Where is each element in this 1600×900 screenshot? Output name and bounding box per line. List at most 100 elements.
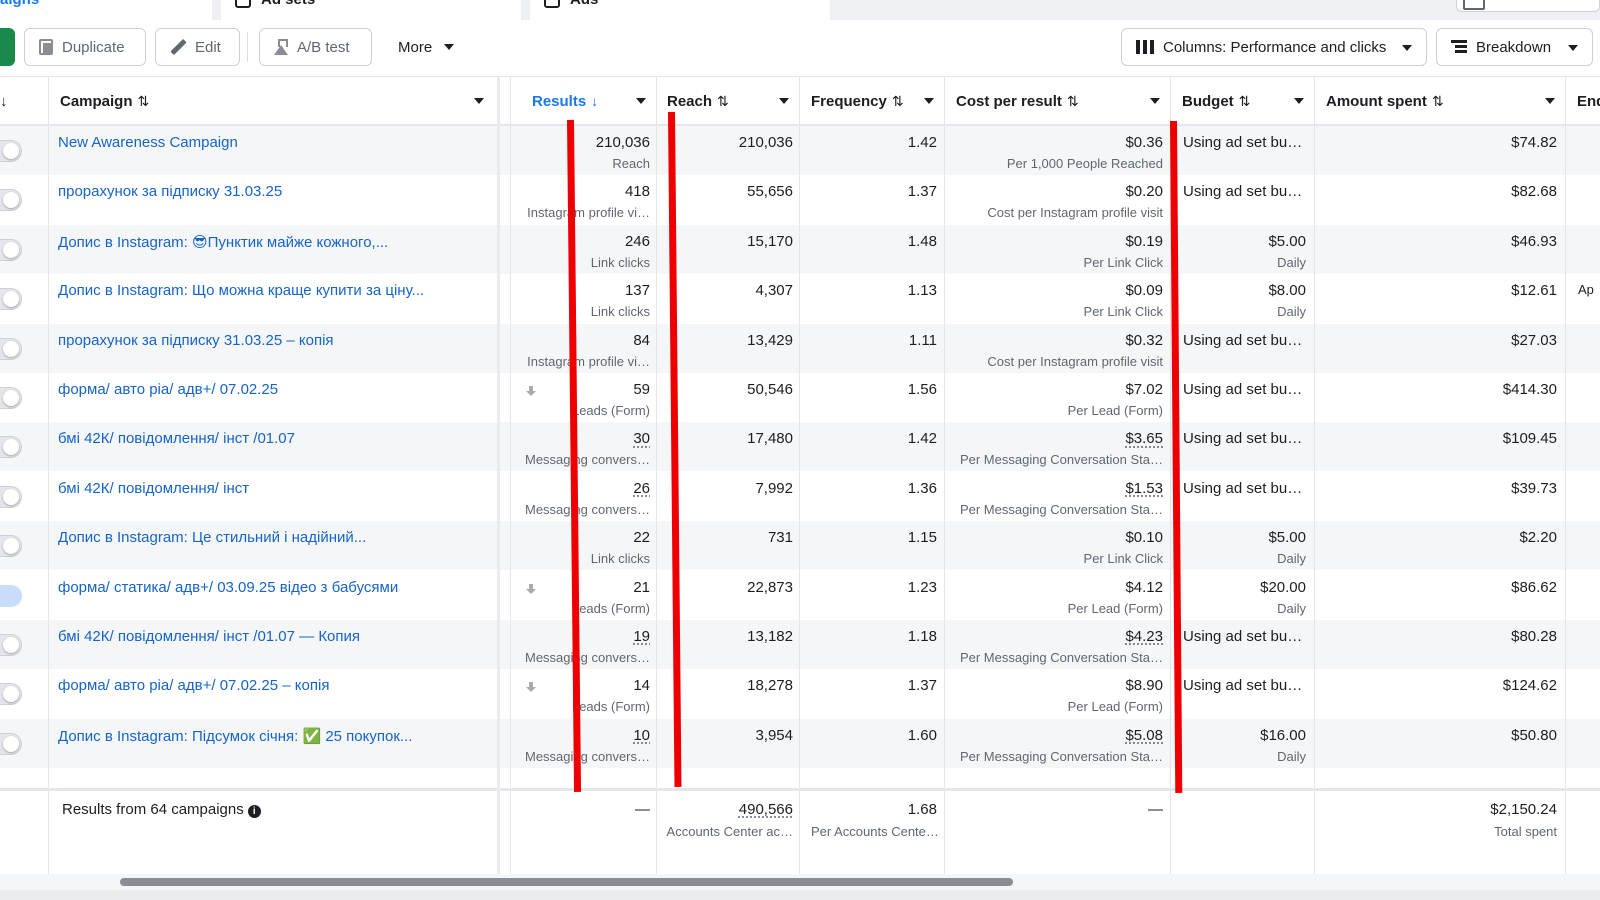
budget-value[interactable]: Using ad set bu…	[1183, 134, 1303, 151]
tab-ads[interactable]: Ads	[530, 0, 830, 20]
download-icon[interactable]	[526, 682, 536, 694]
budget-value[interactable]: Using ad set bu…	[1183, 430, 1303, 448]
table-row[interactable]: бмі 42К/ повідомлення/ інст /01.07 — Коп…	[0, 620, 1600, 669]
horizontal-scrollbar-thumb[interactable]	[120, 878, 1013, 886]
summary-results: —	[635, 801, 650, 818]
chevron-down-icon[interactable]	[1150, 98, 1160, 104]
budget-value[interactable]: $20.00	[1260, 578, 1306, 596]
cost-per-result-value[interactable]: $5.08	[1125, 726, 1163, 744]
campaign-name-link[interactable]: Допис в Instagram: 😎Пунктик майже кожног…	[58, 233, 389, 251]
table-row[interactable]: New Awareness Campaign 210,036 Reach 210,03…	[0, 126, 1600, 175]
campaign-name-link[interactable]: бмі 42К/ повідомлення/ інст /01.07	[58, 430, 295, 448]
campaign-toggle[interactable]	[0, 288, 22, 311]
chevron-down-icon[interactable]	[1545, 98, 1555, 104]
table-row[interactable]: Допис в Instagram: Підсумок січня: ✅ 25 …	[0, 718, 1600, 768]
results-value[interactable]: 30	[633, 430, 650, 448]
results-value[interactable]: 19	[633, 628, 650, 645]
results-value[interactable]: 10	[633, 726, 650, 744]
budget-value[interactable]: Using ad set bu…	[1183, 183, 1303, 201]
budget-value[interactable]: Using ad set bu…	[1183, 677, 1303, 695]
campaign-toggle[interactable]	[0, 189, 22, 212]
tab-ad-sets[interactable]: Ad sets	[221, 0, 521, 20]
download-icon[interactable]	[526, 386, 536, 398]
edit-button[interactable]: Edit	[155, 28, 240, 66]
download-icon[interactable]	[526, 583, 536, 596]
info-icon[interactable]: i	[247, 805, 261, 818]
budget-value[interactable]: $5.00	[1268, 232, 1306, 250]
chevron-down-icon[interactable]	[924, 98, 934, 104]
chevron-down-icon[interactable]	[636, 98, 646, 104]
budget-value[interactable]: Using ad set bu…	[1183, 381, 1303, 398]
table-row[interactable]: прорахунок за підписку 31.03.25 418 Instag…	[0, 175, 1600, 224]
duplicate-button[interactable]: Duplicate	[24, 28, 146, 66]
campaign-toggle[interactable]	[0, 535, 22, 558]
date-range-picker[interactable]	[1456, 0, 1600, 12]
campaign-name-link[interactable]: бмі 42К/ повідомлення/ інст	[58, 479, 250, 497]
table-row[interactable]: Допис в Instagram: Це стильний і надійни…	[0, 521, 1600, 571]
column-header-campaign[interactable]: Campaign ⇅	[48, 77, 494, 125]
chevron-down-icon[interactable]	[474, 98, 484, 104]
column-header-frequency[interactable]: Frequency ⇅	[799, 77, 944, 125]
campaign-toggle[interactable]	[0, 436, 22, 459]
campaign-toggle[interactable]	[0, 140, 22, 162]
column-header-results[interactable]: Results ↓	[519, 77, 656, 125]
campaign-toggle[interactable]	[0, 337, 22, 360]
breakdown-dropdown[interactable]: Breakdown	[1436, 28, 1593, 66]
table-row[interactable]: Допис в Instagram: 😎Пунктик майже кожног…	[0, 224, 1600, 274]
chevron-down-icon[interactable]	[1294, 98, 1304, 104]
budget-value[interactable]: $16.00	[1260, 726, 1306, 744]
campaign-name-link[interactable]: Допис в Instagram: Підсумок січня: ✅ 25 …	[58, 727, 413, 745]
tab-campaigns[interactable]: aigns	[0, 0, 212, 20]
budget-value[interactable]: Using ad set bu…	[1183, 628, 1303, 645]
chevron-down-icon[interactable]	[779, 98, 789, 104]
column-header-budget[interactable]: Budget ⇅	[1170, 77, 1314, 125]
campaign-name-link[interactable]: бмі 42К/ повідомлення/ інст /01.07 — Коп…	[58, 628, 361, 645]
budget-value[interactable]: $5.00	[1268, 529, 1306, 547]
campaign-name-link[interactable]: прорахунок за підписку 31.03.25 – копія	[58, 331, 334, 349]
columns-dropdown[interactable]: Columns: Performance and clicks	[1121, 28, 1427, 66]
cost-per-result-value[interactable]: $3.65	[1125, 430, 1163, 448]
column-header-reach[interactable]: Reach ⇅	[656, 77, 799, 125]
budget-value[interactable]: Using ad set bu…	[1183, 331, 1303, 349]
campaign-name-link[interactable]: форма/ статика/ адв+/ 03.09.25 відео з б…	[58, 578, 399, 596]
results-value[interactable]: 26	[633, 479, 650, 497]
frozen-column-divider[interactable]	[497, 76, 500, 876]
campaign-toggle[interactable]	[0, 584, 22, 607]
frequency-value: 1.48	[907, 232, 937, 250]
toggle-sort-icon[interactable]: ↓	[0, 93, 8, 110]
summary-row: Results from 64 campaigns i — 490,566 Acc…	[0, 788, 1600, 868]
campaign-toggle[interactable]	[0, 387, 22, 409]
table-row[interactable]: форма/ статика/ адв+/ 03.09.25 відео з б…	[0, 571, 1600, 620]
campaign-toggle[interactable]	[0, 683, 22, 706]
table-row[interactable]: прорахунок за підписку 31.03.25 – копія 8…	[0, 323, 1600, 373]
campaign-name-link[interactable]: форма/ авто ріа/ адв+/ 07.02.25 – копія	[58, 677, 330, 695]
ab-test-button[interactable]: A/B test	[259, 28, 372, 66]
campaign-name-link[interactable]: форма/ авто ріа/ адв+/ 07.02.25	[58, 381, 279, 398]
cost-per-result-type: Per Lead (Form)	[1067, 600, 1163, 616]
campaign-name-link[interactable]: New Awareness Campaign	[58, 134, 238, 151]
column-header-amount-spent[interactable]: Amount spent ⇅	[1314, 77, 1565, 125]
campaign-toggle[interactable]	[0, 238, 22, 261]
table-row[interactable]: форма/ авто ріа/ адв+/ 07.02.25 – копія 1…	[0, 669, 1600, 718]
campaign-toggle[interactable]	[0, 634, 22, 656]
create-button[interactable]	[0, 28, 15, 66]
summary-reach[interactable]: 490,566	[738, 801, 793, 818]
campaign-name-link[interactable]: Допис в Instagram: Що можна краще купити…	[58, 282, 425, 300]
more-dropdown[interactable]: More	[383, 28, 468, 66]
reach-value: 17,480	[747, 430, 793, 448]
column-header-ends[interactable]: End	[1565, 77, 1600, 125]
campaign-name-link[interactable]: Допис в Instagram: Це стильний і надійни…	[58, 529, 367, 547]
column-header-cost-per-result[interactable]: Cost per result ⇅	[944, 77, 1170, 125]
summary-frequency: 1.68	[907, 801, 937, 818]
campaign-name-link[interactable]: прорахунок за підписку 31.03.25	[58, 183, 283, 201]
cost-per-result-value[interactable]: $4.23	[1125, 628, 1163, 645]
table-row[interactable]: Допис в Instagram: Що можна краще купити…	[0, 274, 1600, 323]
table-row[interactable]: бмі 42К/ повідомлення/ інст 26 Messaging c…	[0, 472, 1600, 521]
budget-value[interactable]: Using ad set bu…	[1183, 479, 1303, 497]
budget-value[interactable]: $8.00	[1268, 282, 1306, 300]
campaign-toggle[interactable]	[0, 485, 22, 508]
table-row[interactable]: форма/ авто ріа/ адв+/ 07.02.25 59 Leads (…	[0, 373, 1600, 422]
campaign-toggle[interactable]	[0, 732, 22, 755]
table-row[interactable]: бмі 42К/ повідомлення/ інст /01.07 30 Mess…	[0, 422, 1600, 472]
cost-per-result-value[interactable]: $1.53	[1125, 479, 1163, 497]
